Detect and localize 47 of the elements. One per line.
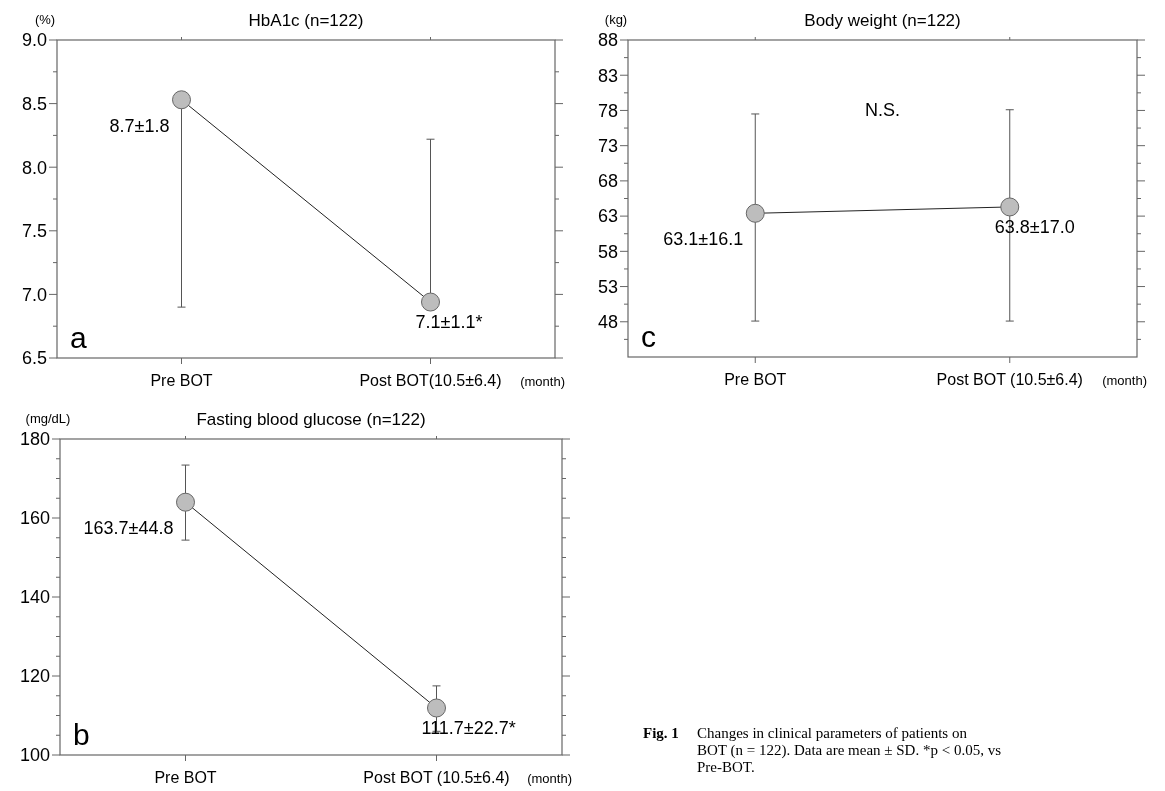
annotation: c xyxy=(641,320,656,353)
y-tick-label: 78 xyxy=(597,100,618,121)
y-tick-label: 53 xyxy=(597,276,618,297)
y-tick-label: 180 xyxy=(19,429,50,450)
y-tick-label: 100 xyxy=(19,745,50,766)
y-tick-label: 120 xyxy=(19,666,50,687)
y-tick-label: 6.5 xyxy=(21,348,47,369)
x-axis-title: (month) xyxy=(1102,373,1147,388)
y-tick-label: 9.0 xyxy=(21,30,47,51)
annotation: 63.1±16.1 xyxy=(663,229,744,250)
x-tick-label: Post BOT(10.5±6.4) xyxy=(359,372,502,389)
text: Changes in clinical parameters of patients on BOT (n = 122). Data are mean ± SD. *p < 0.05, vs Pre-BOT. xyxy=(697,725,1002,775)
y-tick-label: 7.0 xyxy=(21,284,47,305)
annotation: 63.8±17.0 xyxy=(994,216,1075,237)
y-tick-label: 48 xyxy=(597,312,618,333)
y-tick-label: 140 xyxy=(19,587,50,608)
y-tick-label: 83 xyxy=(597,65,618,86)
y-tick-label: 8.5 xyxy=(21,93,47,114)
x-tick-label: Post BOT (10.5±6.4) xyxy=(363,769,510,786)
caption: Fig. 1 xyxy=(643,725,679,741)
y-tick-label: 58 xyxy=(597,241,618,262)
x-tick-label: Post BOT (10.5±6.4) xyxy=(936,371,1083,388)
x-tick-label: Pre BOT xyxy=(154,769,217,786)
y-axis-title: (kg) xyxy=(604,12,628,27)
annotation: 163.7±44.8 xyxy=(83,518,174,539)
chart-title: Fasting blood glucose (n=122) xyxy=(196,410,426,429)
annotation: 8.7±1.8 xyxy=(109,115,170,136)
annotation: b xyxy=(73,718,90,751)
x-axis-title: (month) xyxy=(520,374,565,389)
annotation: 111.7±22.7* xyxy=(421,717,516,738)
annotation: 7.1±1.1* xyxy=(415,312,483,333)
chart-title: Body weight (n=122) xyxy=(804,11,961,30)
chart-title: HbA1c (n=122) xyxy=(248,11,364,30)
y-tick-label: 160 xyxy=(19,508,50,529)
y-axis-title: (%) xyxy=(34,12,56,27)
y-tick-label: 73 xyxy=(597,135,618,156)
y-axis-title: (mg/dL) xyxy=(25,411,71,426)
y-tick-label: 88 xyxy=(597,30,618,51)
x-tick-label: Pre BOT xyxy=(724,371,787,388)
y-tick-label: 63 xyxy=(597,206,618,227)
y-tick-label: 7.5 xyxy=(21,221,47,242)
x-axis-title: (month) xyxy=(527,771,572,786)
y-tick-label: 68 xyxy=(597,171,618,192)
y-tick-label: 8.0 xyxy=(21,157,47,178)
annotation: N.S. xyxy=(864,100,901,120)
annotation: a xyxy=(70,321,87,354)
x-tick-label: Pre BOT xyxy=(150,372,213,389)
